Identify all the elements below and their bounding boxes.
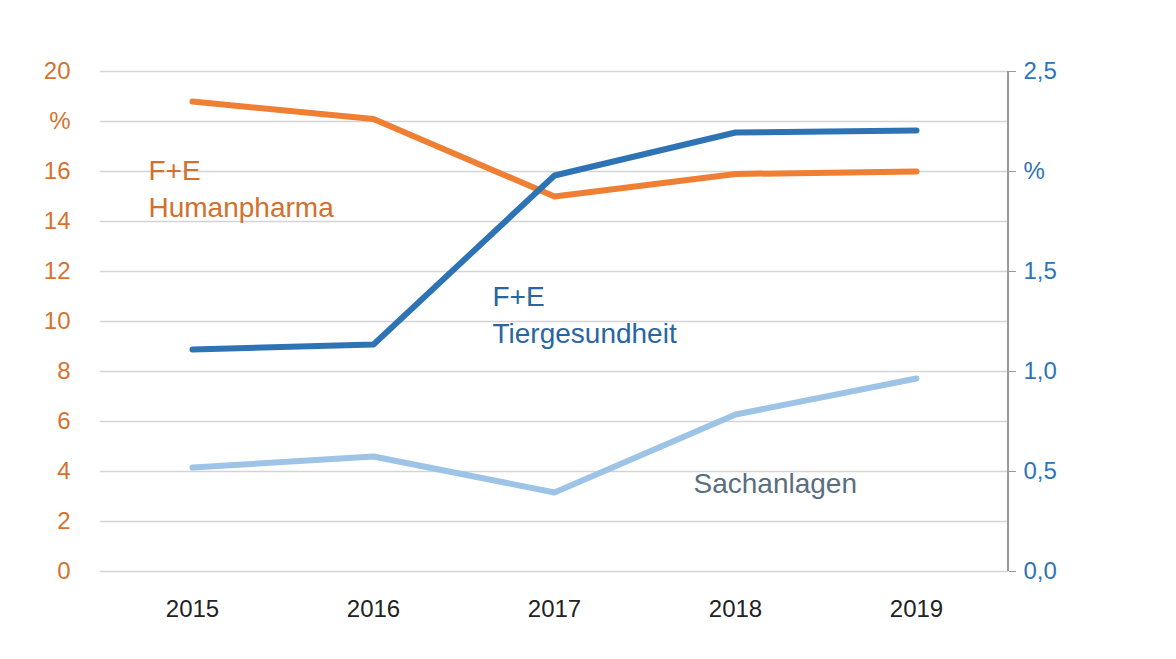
svg-text:%: % — [49, 107, 70, 134]
svg-text:0: 0 — [57, 557, 70, 584]
svg-text:1,5: 1,5 — [1024, 257, 1057, 284]
svg-text:0,5: 0,5 — [1024, 457, 1057, 484]
svg-text:6: 6 — [57, 407, 70, 434]
svg-text:2,5: 2,5 — [1024, 57, 1057, 84]
svg-text:16: 16 — [44, 157, 71, 184]
svg-text:2018: 2018 — [709, 595, 762, 622]
svg-text:10: 10 — [44, 307, 71, 334]
svg-text:8: 8 — [57, 357, 70, 384]
svg-text:14: 14 — [44, 207, 71, 234]
svg-text:F+ETiergesundheit: F+ETiergesundheit — [493, 281, 677, 350]
svg-text:1,0: 1,0 — [1024, 357, 1057, 384]
svg-text:%: % — [1024, 157, 1045, 184]
svg-text:2016: 2016 — [347, 595, 400, 622]
svg-text:2019: 2019 — [890, 595, 943, 622]
svg-text:Sachanlagen: Sachanlagen — [694, 468, 857, 499]
svg-text:2015: 2015 — [166, 595, 219, 622]
svg-text:4: 4 — [57, 457, 70, 484]
svg-text:20: 20 — [44, 57, 71, 84]
svg-text:12: 12 — [44, 257, 71, 284]
svg-text:0,0: 0,0 — [1024, 557, 1057, 584]
svg-text:F+EHumanpharma: F+EHumanpharma — [149, 155, 335, 224]
svg-text:2017: 2017 — [528, 595, 581, 622]
svg-text:2: 2 — [57, 507, 70, 534]
